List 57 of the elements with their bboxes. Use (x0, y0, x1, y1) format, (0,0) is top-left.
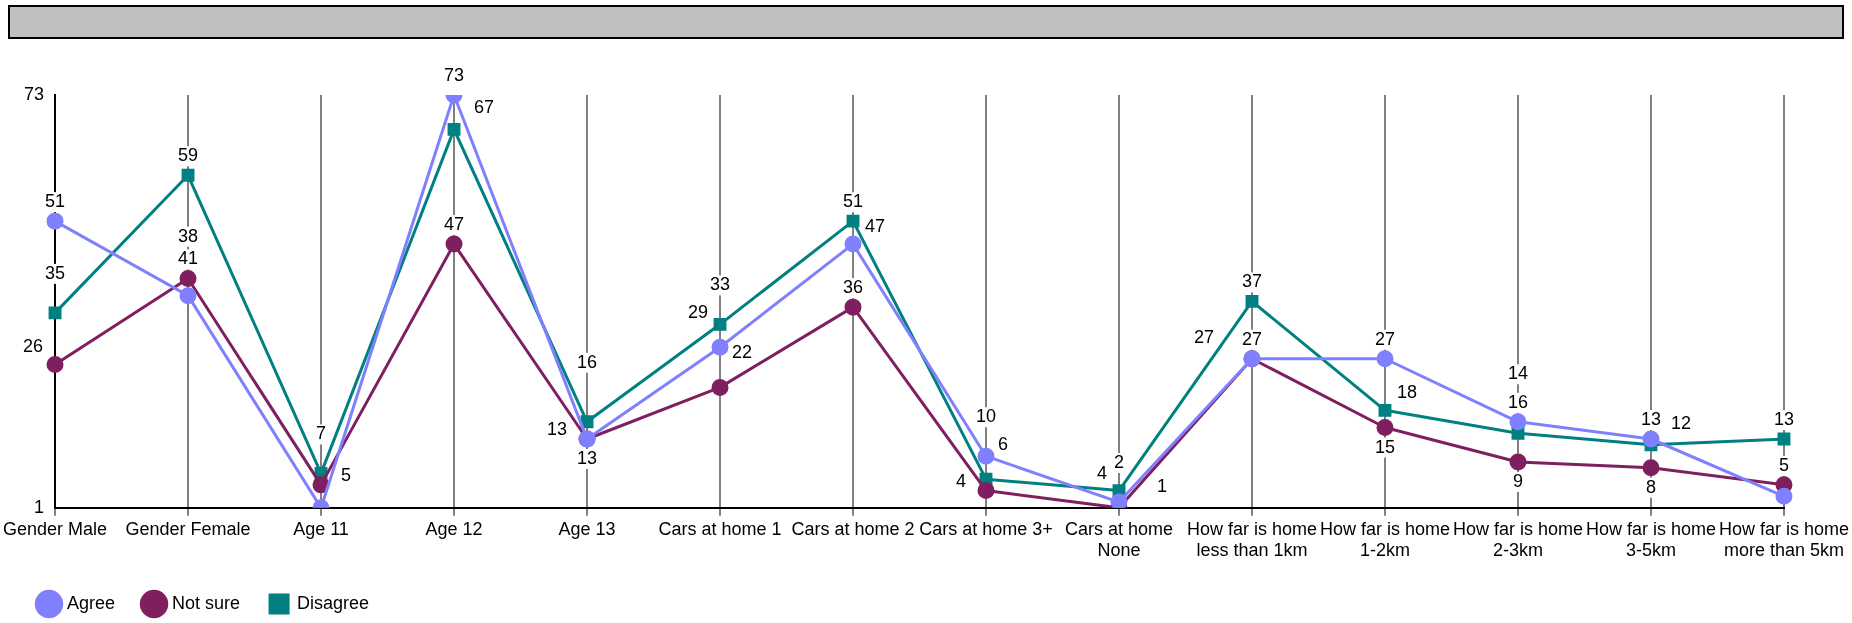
data-label: 12 (1670, 412, 1692, 433)
x-tick-label: Cars at home 1 (658, 518, 782, 539)
data-label: 1 (1156, 475, 1168, 496)
data-label: 14 (1507, 363, 1528, 384)
x-tick-label: How far is home 2-3km (1452, 518, 1584, 561)
data-label: 27 (1241, 328, 1263, 349)
data-label: 18 (1396, 382, 1418, 403)
data-label: 5 (341, 464, 352, 485)
data-label: 15 (1374, 436, 1396, 457)
data-label: 59 (178, 145, 199, 166)
data-label: 13 (1640, 408, 1661, 429)
data-label: 13 (577, 447, 598, 468)
x-tick-label: Gender Female (125, 518, 251, 539)
data-label: 6 (998, 434, 1009, 455)
data-label: 13 (546, 418, 568, 439)
x-tick-label: How far is home less than 1km (1186, 518, 1318, 561)
data-label: 22 (732, 342, 753, 363)
data-label: 4 (955, 470, 966, 491)
x-tick-label: How far is home 3-5km (1585, 518, 1717, 561)
x-tick-label: Cars at home 3+ (919, 518, 1053, 539)
data-label: 27 (1193, 326, 1214, 347)
x-tick-label: Age 11 (293, 518, 349, 539)
data-label: 67 (474, 97, 495, 118)
data-label: 27 (1374, 328, 1396, 349)
data-label: 37 (1241, 271, 1263, 292)
data-label: 16 (577, 351, 598, 372)
data-label: 38 (178, 225, 199, 246)
data-label: 36 (842, 277, 864, 298)
x-tick-label: Age 12 (425, 518, 483, 539)
data-label: 16 (1507, 391, 1528, 412)
x-tick-label: Age 13 (558, 518, 616, 539)
data-label: 41 (178, 248, 199, 269)
x-tick-label: Cars at home None (1064, 518, 1174, 561)
data-label: 5 (1778, 454, 1789, 475)
data-label: 13 (1773, 408, 1794, 429)
data-label: 4 (1096, 462, 1107, 483)
data-label: 8 (1645, 476, 1656, 497)
data-label: 47 (444, 214, 465, 235)
data-label: 9 (1512, 470, 1523, 491)
data-label: 47 (865, 216, 886, 237)
legend-label: Not sure (172, 592, 241, 613)
data-label: 10 (975, 406, 997, 427)
x-tick-label: Gender Male (3, 518, 108, 539)
data-label: 7 (316, 423, 327, 444)
data-label: 73 (444, 64, 465, 85)
data-label: 33 (709, 274, 731, 295)
data-label: 35 (45, 262, 66, 283)
data-label: 51 (842, 191, 864, 212)
legend-label: Disagree (297, 592, 370, 613)
data-label: 29 (687, 302, 709, 323)
x-tick-label: Cars at home 2 (791, 518, 915, 539)
legend-label: Agree (67, 592, 116, 613)
data-label: 26 (23, 336, 44, 357)
data-label: 51 (45, 191, 66, 212)
data-label: 2 (1113, 452, 1124, 473)
x-tick-label: How far is home more than 5km (1718, 518, 1849, 561)
x-tick-label: How far is home 1-2km (1319, 518, 1451, 561)
